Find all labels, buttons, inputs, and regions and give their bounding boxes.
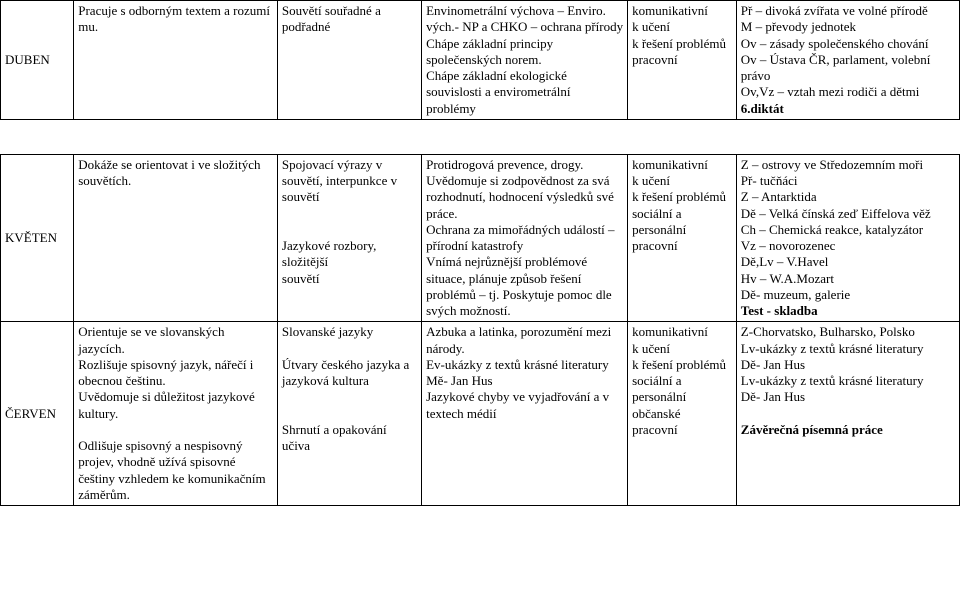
cell-e: Př – divoká zvířata ve volné přírodě M –… (736, 1, 959, 120)
cell-b: Souvětí souřadné a podřadné (277, 1, 421, 120)
cell-a: Pracuje s odborným textem a rozumí mu. (74, 1, 278, 120)
month-cell: DUBEN (1, 1, 74, 120)
cell-c: Azbuka a latinka, porozumění mezi národy… (422, 322, 628, 506)
curriculum-table: DUBEN Pracuje s odborným textem a rozumí… (0, 0, 960, 506)
cell-b: Spojovací výrazy v souvětí, interpunkce … (277, 154, 421, 322)
cell-e-plain: Z-Chorvatsko, Bulharsko, Polsko Lv-ukázk… (741, 324, 924, 404)
cell-c: Protidrogová prevence, drogy. Uvědomuje … (422, 154, 628, 322)
cell-d: komunikativní k učení k řešení problémů … (628, 154, 737, 322)
cell-e: Z-Chorvatsko, Bulharsko, Polsko Lv-ukázk… (736, 322, 959, 506)
table-spacer (1, 119, 960, 154)
table-row: KVĚTEN Dokáže se orientovat i ve složitý… (1, 154, 960, 322)
cell-e-plain: Př – divoká zvířata ve volné přírodě M –… (741, 3, 931, 99)
cell-d: komunikativní k učení k řešení problémů … (628, 1, 737, 120)
month-cell: ČERVEN (1, 322, 74, 506)
cell-a: Dokáže se orientovat i ve složitých souv… (74, 154, 278, 322)
month-cell: KVĚTEN (1, 154, 74, 322)
cell-a: Orientuje se ve slovanských jazycích. Ro… (74, 322, 278, 506)
cell-e-plain: Z – ostrovy ve Středozemním moři Př- tuč… (741, 157, 931, 302)
cell-e-bold: Závěrečná písemná práce (741, 422, 883, 437)
cell-e: Z – ostrovy ve Středozemním moři Př- tuč… (736, 154, 959, 322)
table-row: ČERVEN Orientuje se ve slovanských jazyc… (1, 322, 960, 506)
cell-e-bold: Test - skladba (741, 303, 818, 318)
cell-c: Envinometrální výchova – Enviro. vých.- … (422, 1, 628, 120)
cell-e-bold: 6.diktát (741, 101, 784, 116)
table-row: DUBEN Pracuje s odborným textem a rozumí… (1, 1, 960, 120)
cell-d: komunikativní k učení k řešení problémů … (628, 322, 737, 506)
cell-b: Slovanské jazyky Útvary českého jazyka a… (277, 322, 421, 506)
